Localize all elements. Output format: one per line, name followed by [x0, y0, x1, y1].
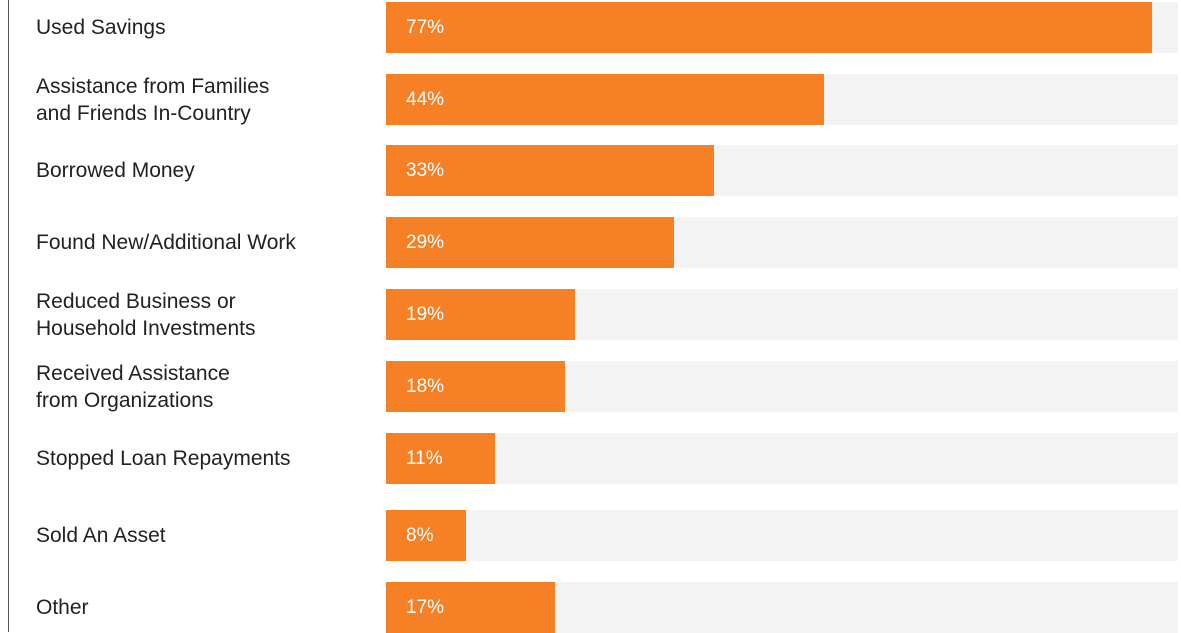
bar-value-label: 33% — [406, 160, 445, 181]
category-label: Sold An Asset — [36, 524, 166, 547]
bar-track — [386, 433, 1178, 484]
bar-value-label: 44% — [406, 89, 445, 110]
category-label: Stopped Loan Repayments — [36, 447, 291, 470]
bar — [386, 433, 495, 484]
y-axis-line — [8, 0, 9, 632]
bar — [386, 361, 565, 412]
bar-track — [386, 510, 1178, 561]
bar-value-label: 17% — [406, 597, 445, 618]
category-label: Assistance from Families and Friends In-… — [36, 74, 270, 125]
bar — [386, 289, 575, 340]
category-label: Found New/Additional Work — [36, 231, 296, 254]
bar — [386, 582, 555, 633]
bar-value-label: 8% — [406, 525, 434, 546]
bar-value-label: 11% — [406, 448, 443, 469]
bar — [386, 145, 714, 196]
category-label: Other — [36, 596, 89, 619]
bar — [386, 217, 674, 268]
bar-value-label: 29% — [406, 232, 445, 253]
category-label: Received Assistance from Organizations — [36, 361, 230, 412]
bar-value-label: 19% — [406, 304, 445, 325]
category-label: Reduced Business or Household Investment… — [36, 289, 256, 340]
bar — [386, 510, 466, 561]
bar-value-label: 77% — [406, 17, 445, 38]
category-label: Borrowed Money — [36, 159, 195, 182]
bar-value-label: 18% — [406, 376, 445, 397]
bar — [386, 2, 1152, 53]
category-label: Used Savings — [36, 16, 166, 39]
bar — [386, 74, 824, 125]
